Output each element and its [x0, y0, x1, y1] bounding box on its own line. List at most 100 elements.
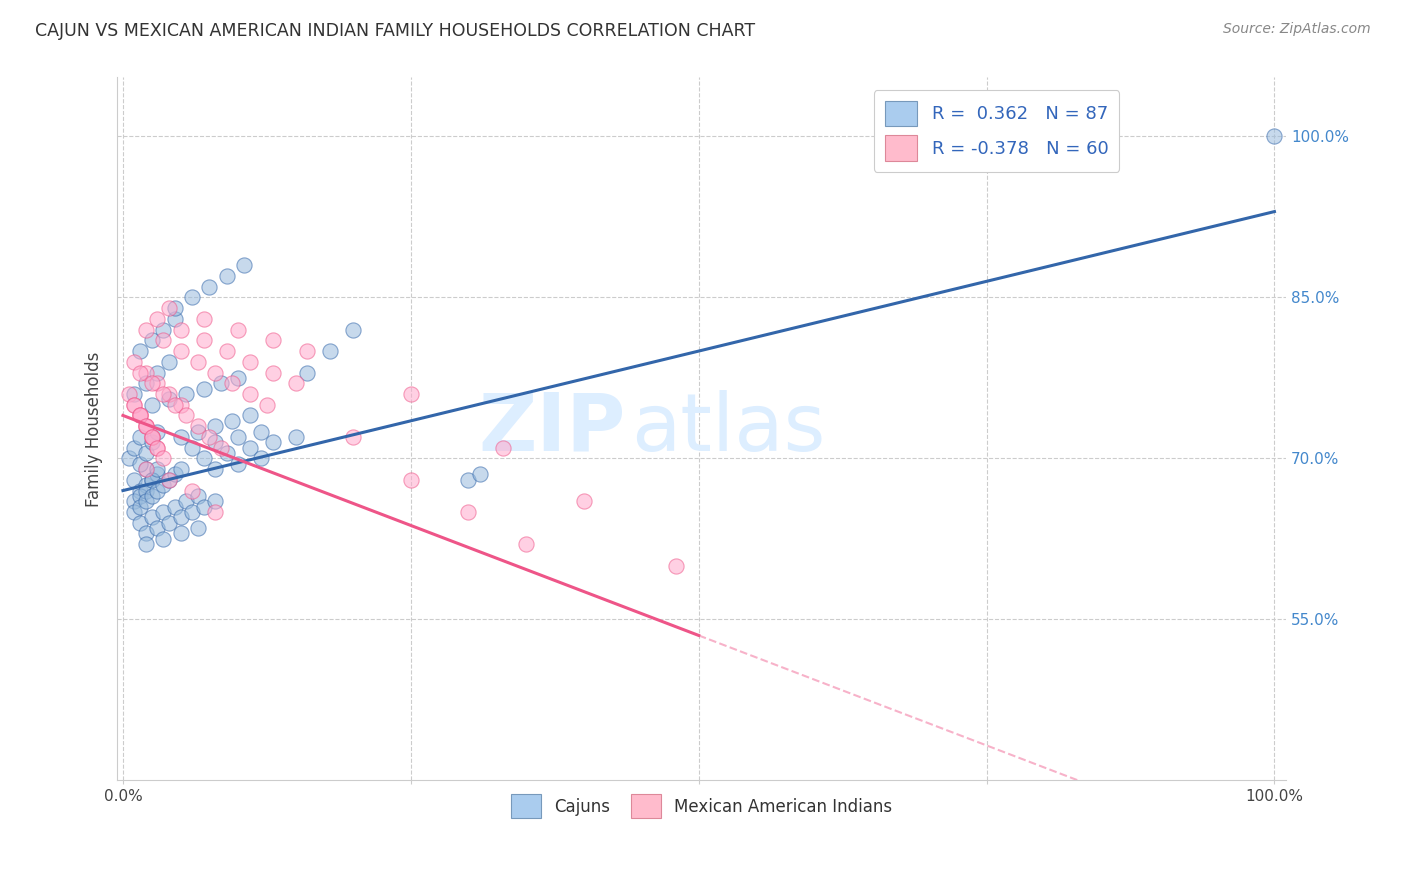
Point: [157, 516, 180, 530]
Point: [221, 376, 243, 391]
Point: [250, 451, 273, 466]
Point: [129, 344, 152, 359]
Point: [146, 311, 169, 326]
Point: [215, 446, 238, 460]
Point: [141, 473, 163, 487]
Text: CAJUN VS MEXICAN AMERICAN INDIAN FAMILY HOUSEHOLDS CORRELATION CHART: CAJUN VS MEXICAN AMERICAN INDIAN FAMILY …: [35, 22, 755, 40]
Point: [141, 489, 163, 503]
Text: Source: ZipAtlas.com: Source: ZipAtlas.com: [1223, 22, 1371, 37]
Point: [118, 387, 141, 401]
Point: [135, 494, 157, 508]
Point: [124, 473, 146, 487]
Point: [163, 301, 186, 315]
Point: [204, 419, 226, 434]
Point: [457, 505, 479, 519]
Point: [193, 500, 215, 514]
Point: [141, 473, 163, 487]
Point: [124, 441, 146, 455]
Point: [157, 355, 180, 369]
Point: [515, 537, 537, 551]
Point: [492, 441, 515, 455]
Point: [129, 366, 152, 380]
Point: [141, 430, 163, 444]
Point: [152, 334, 174, 348]
Point: [262, 366, 284, 380]
Point: [232, 258, 254, 272]
Point: [146, 483, 169, 498]
Point: [169, 344, 191, 359]
Point: [399, 473, 422, 487]
Point: [169, 510, 191, 524]
Point: [193, 311, 215, 326]
Point: [181, 441, 204, 455]
Point: [169, 323, 191, 337]
Point: [129, 409, 152, 423]
Point: [319, 344, 342, 359]
Point: [181, 505, 204, 519]
Point: [124, 505, 146, 519]
Point: [135, 526, 157, 541]
Point: [193, 382, 215, 396]
Point: [239, 441, 262, 455]
Point: [198, 430, 221, 444]
Point: [169, 462, 191, 476]
Point: [215, 268, 238, 283]
Point: [468, 467, 491, 482]
Point: [204, 462, 226, 476]
Point: [146, 376, 169, 391]
Point: [256, 398, 278, 412]
Point: [118, 451, 141, 466]
Point: [221, 414, 243, 428]
Point: [193, 334, 215, 348]
Point: [124, 355, 146, 369]
Point: [169, 526, 191, 541]
Point: [135, 537, 157, 551]
Point: [262, 435, 284, 450]
Point: [157, 387, 180, 401]
Point: [135, 478, 157, 492]
Point: [129, 430, 152, 444]
Point: [295, 344, 318, 359]
Point: [174, 409, 197, 423]
Point: [135, 366, 157, 380]
Point: [157, 392, 180, 407]
Point: [141, 398, 163, 412]
Legend: Cajuns, Mexican American Indians: Cajuns, Mexican American Indians: [505, 788, 898, 825]
Point: [135, 419, 157, 434]
Point: [129, 457, 152, 471]
Point: [141, 510, 163, 524]
Point: [146, 441, 169, 455]
Point: [163, 467, 186, 482]
Point: [204, 494, 226, 508]
Point: [239, 387, 262, 401]
Point: [135, 483, 157, 498]
Point: [124, 398, 146, 412]
Point: [152, 478, 174, 492]
Point: [209, 376, 232, 391]
Point: [129, 500, 152, 514]
Point: [174, 494, 197, 508]
Point: [152, 387, 174, 401]
Point: [250, 425, 273, 439]
Point: [146, 441, 169, 455]
Point: [129, 516, 152, 530]
Point: [163, 398, 186, 412]
Text: ZIP: ZIP: [478, 390, 626, 468]
Point: [226, 430, 249, 444]
Point: [124, 387, 146, 401]
Point: [141, 430, 163, 444]
Point: [135, 462, 157, 476]
Point: [124, 398, 146, 412]
Point: [157, 473, 180, 487]
Point: [163, 311, 186, 326]
Point: [146, 462, 169, 476]
Point: [181, 483, 204, 498]
Point: [399, 387, 422, 401]
Point: [226, 457, 249, 471]
Text: atlas: atlas: [631, 390, 825, 468]
Point: [226, 371, 249, 385]
Point: [204, 505, 226, 519]
Point: [141, 435, 163, 450]
Point: [1263, 129, 1285, 144]
Point: [129, 483, 152, 498]
